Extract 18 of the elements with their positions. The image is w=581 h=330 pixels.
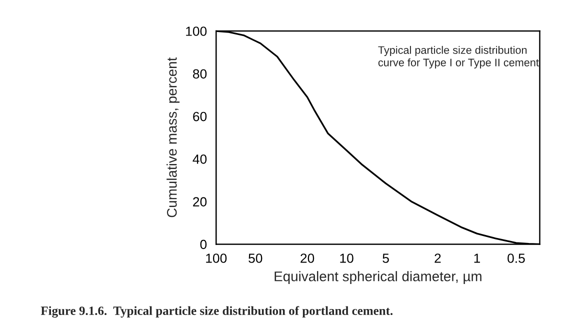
y-tick-label: 100 (186, 26, 207, 36)
caption: Figure 9.1.6. Typical particle size distribution of portland cement. (40, 306, 393, 318)
x-tick-label: 5 (382, 254, 389, 263)
y-tick-label: 60 (193, 112, 207, 122)
y-tick-label: 40 (192, 154, 207, 164)
y-tick-label: 0 (200, 240, 207, 250)
x-tick-label: 50 (248, 254, 262, 263)
y-tick-label: 80 (193, 69, 207, 79)
x-tick-label: 20 (300, 254, 314, 263)
y-axis-title: Cumulative mass, percent (166, 57, 180, 218)
x-axis-title: Equivalent spherical diameter, µm (274, 271, 482, 284)
x-tick-label: 100 (206, 254, 227, 263)
x-tick-label: 2 (434, 254, 441, 263)
x-tick-label: 10 (340, 254, 354, 263)
x-tick-label: 1 (474, 254, 480, 263)
y-tick-label: 20 (193, 197, 207, 206)
annotation: Typical particle size distribution curve for Type I or Type II cement (378, 46, 539, 68)
x-tick-label: 0.5 (508, 254, 525, 263)
